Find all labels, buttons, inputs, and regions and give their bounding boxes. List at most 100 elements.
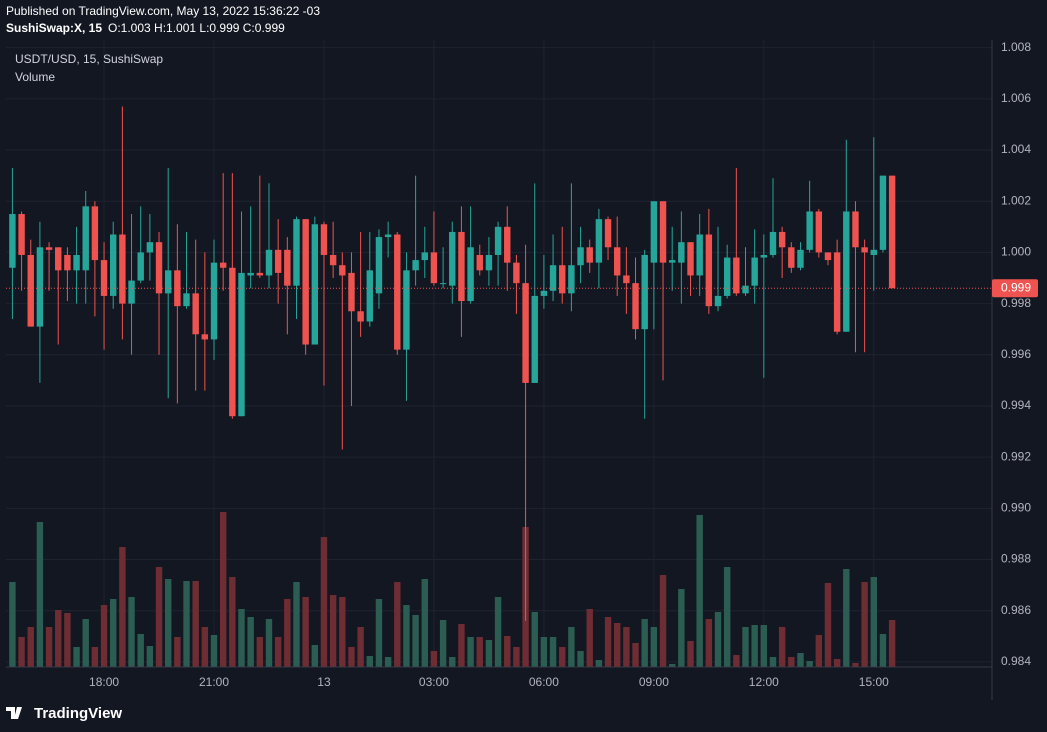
candle-body — [9, 214, 16, 268]
y-tick-label: 0.996 — [1001, 347, 1031, 361]
x-tick-label: 15:00 — [859, 675, 889, 689]
candle-body — [329, 254, 337, 266]
candle-body — [164, 270, 172, 294]
chart-title: USDT/USD, 15, SushiSwap — [15, 52, 163, 66]
volume-bar — [91, 647, 99, 667]
candle-body — [430, 252, 438, 284]
candle-body — [119, 234, 126, 304]
candle-body — [302, 219, 309, 345]
candle-body — [641, 254, 648, 330]
volume-bar — [604, 617, 612, 667]
volume-bar — [540, 637, 548, 667]
volume-bar — [329, 595, 337, 667]
volume-bar — [219, 512, 227, 667]
volume-bar — [568, 627, 575, 667]
candle-body — [110, 234, 117, 296]
candle-body — [595, 219, 603, 263]
candle-body — [100, 260, 108, 296]
volume-bar — [36, 522, 44, 667]
volume-bar — [110, 599, 117, 667]
candle-body — [678, 242, 685, 263]
volume-bar — [668, 664, 676, 667]
candle-body — [549, 265, 557, 291]
volume-bar — [586, 609, 593, 667]
candle-body — [513, 262, 520, 284]
volume-bar — [137, 634, 144, 667]
volume-bar — [18, 637, 25, 667]
candle-body — [439, 283, 447, 285]
candle-body — [348, 272, 355, 312]
y-tick-label: 1.002 — [1001, 193, 1031, 207]
volume-bar — [467, 637, 474, 667]
candle-body — [421, 252, 428, 261]
volume-bar — [623, 627, 630, 667]
candle-body — [412, 260, 419, 271]
candle-body — [659, 201, 667, 263]
candle-body — [375, 237, 383, 294]
volume-bar — [55, 610, 62, 667]
candle-body — [274, 249, 282, 273]
volume-bar — [412, 615, 419, 667]
candle-body — [778, 231, 786, 248]
volume-bar — [632, 643, 639, 667]
candle-body — [394, 234, 401, 350]
candle-body — [604, 219, 612, 248]
candle-body — [833, 252, 841, 332]
volume-bar — [531, 612, 538, 667]
volume-bar — [714, 612, 722, 667]
x-tick-label: 12:00 — [749, 675, 779, 689]
candle-body — [494, 226, 502, 255]
candle-body — [504, 226, 511, 263]
volume-layer — [9, 512, 896, 667]
volume-bar — [164, 579, 172, 667]
candle-body — [852, 211, 859, 248]
published-note: Published on TradingView.com, May 13, 20… — [6, 4, 320, 18]
volume-bar — [229, 577, 236, 667]
candle-body — [879, 175, 887, 250]
volume-bar — [861, 582, 868, 667]
candle-body — [229, 267, 236, 417]
candle-body — [449, 231, 456, 286]
candle-body — [357, 311, 364, 322]
candle-body — [531, 295, 538, 383]
volume-bar — [384, 657, 392, 667]
logo-icon — [6, 707, 22, 719]
volume-bar — [824, 583, 832, 667]
volume-bar — [806, 661, 813, 667]
candle-body — [366, 270, 374, 322]
volume-bar — [614, 623, 621, 667]
volume-bar — [128, 597, 135, 667]
volume-bar — [375, 599, 383, 667]
y-tick-label: 1.008 — [1001, 40, 1031, 54]
x-tick-label: 13 — [317, 675, 331, 689]
candle-body — [320, 224, 328, 255]
volume-bar — [366, 656, 374, 667]
volume-bar — [64, 613, 71, 667]
volume-bar — [284, 599, 291, 667]
candle-body — [760, 254, 768, 258]
candle-body — [806, 211, 813, 250]
volume-bar — [751, 625, 758, 667]
volume-bar — [659, 575, 667, 667]
candle-body — [815, 211, 823, 253]
candle-body — [559, 265, 566, 294]
y-tick-label: 1.000 — [1001, 245, 1031, 259]
candle-body — [265, 249, 273, 276]
volume-bar — [476, 637, 483, 667]
candle-body — [632, 283, 639, 330]
candle-body — [751, 257, 758, 286]
volume-bar — [723, 567, 731, 667]
candle-body — [55, 247, 62, 271]
volume-bar — [45, 627, 53, 667]
candle-body — [128, 280, 135, 304]
volume-bar — [678, 589, 685, 667]
volume-bar — [843, 569, 850, 667]
candle-body — [623, 275, 630, 284]
candle-body — [219, 262, 227, 268]
candle-body — [485, 254, 493, 271]
candle-body — [384, 234, 392, 238]
volume-bar — [100, 605, 108, 667]
candle-body — [27, 254, 34, 327]
volume-bar — [595, 660, 603, 667]
volume-bar — [274, 637, 282, 667]
